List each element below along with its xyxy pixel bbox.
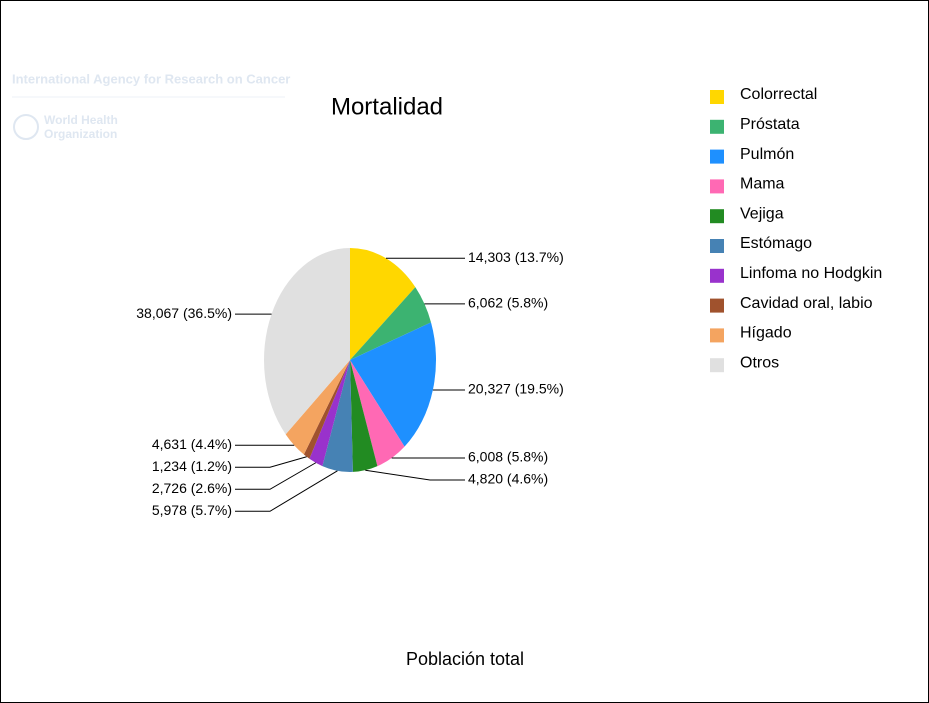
watermark-org: Organization bbox=[44, 127, 117, 141]
legend-label: Mama bbox=[740, 176, 785, 193]
watermark-agency: International Agency for Research on Can… bbox=[12, 71, 290, 86]
data-label: 4,631 (4.4%) bbox=[152, 436, 232, 452]
legend-swatch bbox=[710, 90, 724, 104]
data-label: 20,327 (19.5%) bbox=[468, 381, 564, 397]
pie-slice bbox=[264, 248, 350, 435]
leader-line bbox=[235, 456, 307, 468]
watermark-org: World Health bbox=[44, 113, 118, 127]
pie-slice bbox=[309, 360, 350, 467]
legend-label: Pulmón bbox=[740, 146, 794, 163]
legend-swatch bbox=[710, 179, 724, 194]
pie-slice bbox=[303, 360, 350, 459]
data-label: 38,067 (36.5%) bbox=[136, 305, 232, 321]
data-label: 4,820 (4.6%) bbox=[468, 471, 548, 487]
pie-slice bbox=[350, 287, 432, 360]
chart-subtitle: Población total bbox=[406, 649, 524, 669]
legend-label: Colorrectal bbox=[740, 86, 817, 103]
pie-slice bbox=[285, 360, 350, 455]
legend-label: Estómago bbox=[740, 235, 812, 252]
legend-label: Otros bbox=[740, 354, 779, 371]
legend-swatch bbox=[710, 298, 724, 313]
legend-label: Hígado bbox=[740, 325, 792, 342]
data-label: 14,303 (13.7%) bbox=[468, 249, 564, 265]
legend-label: Cavidad oral, labio bbox=[740, 295, 873, 312]
legend-swatch bbox=[710, 209, 724, 224]
data-label: 5,978 (5.7%) bbox=[152, 502, 232, 518]
leader-line bbox=[235, 470, 338, 512]
leader-line bbox=[235, 462, 317, 490]
legend-swatch bbox=[710, 358, 724, 373]
leader-line bbox=[365, 469, 465, 481]
legend-swatch bbox=[710, 268, 724, 283]
chart-title: Mortalidad bbox=[331, 93, 443, 120]
data-label: 6,062 (5.8%) bbox=[468, 295, 548, 311]
data-label: 2,726 (2.6%) bbox=[152, 480, 232, 496]
pie-slice bbox=[350, 360, 405, 467]
data-label: 1,234 (1.2%) bbox=[152, 458, 232, 474]
data-label: 6,008 (5.8%) bbox=[468, 449, 548, 465]
legend-label: Linfoma no Hodgkin bbox=[740, 265, 882, 282]
legend-label: Vejiga bbox=[740, 205, 784, 222]
legend-swatch bbox=[710, 119, 724, 134]
legend-label: Próstata bbox=[740, 116, 800, 133]
watermark-logo bbox=[13, 114, 39, 140]
pie-slice bbox=[322, 360, 353, 472]
pie-slice bbox=[350, 248, 416, 360]
legend-swatch bbox=[710, 239, 724, 253]
legend-swatch bbox=[710, 328, 724, 343]
pie-slice bbox=[350, 360, 378, 472]
pie-slice bbox=[350, 322, 436, 447]
legend-swatch bbox=[710, 149, 724, 164]
